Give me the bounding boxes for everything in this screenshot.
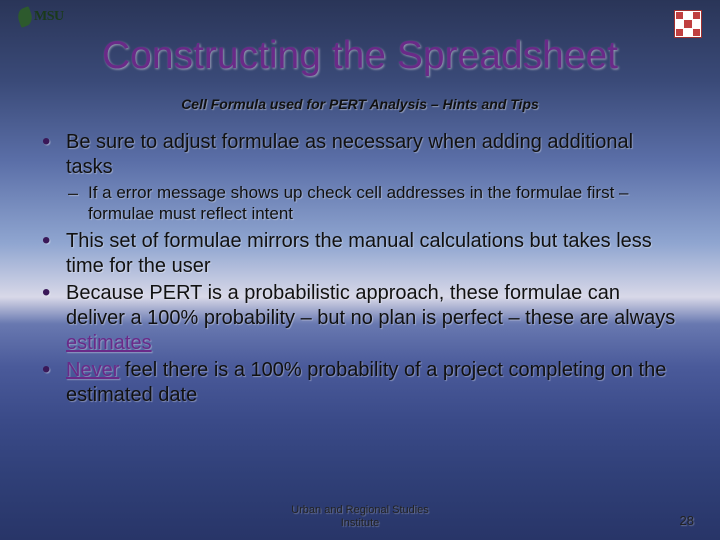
cross-pattern-icon xyxy=(674,10,702,38)
slide: MSU Constructing the Spreadsheet Cell Fo… xyxy=(0,0,720,540)
bullet-text: Be sure to adjust formulae as necessary … xyxy=(66,130,682,180)
slide-footer: Urban and Regional Studies Institute xyxy=(0,504,720,530)
page-number: 28 xyxy=(680,513,694,528)
slide-subtitle: Cell Formula used for PERT Analysis – Hi… xyxy=(30,96,690,112)
leaf-icon xyxy=(15,6,34,28)
footer-line2: Institute xyxy=(341,517,380,529)
sub-bullet-list: If a error message shows up check cell a… xyxy=(66,182,682,225)
footer-line1: Urban and Regional Studies xyxy=(291,504,429,516)
bullet-item: This set of formulae mirrors the manual … xyxy=(38,229,682,279)
bullet-text: Never feel there is a 100% probability o… xyxy=(66,358,682,408)
bullet-text: This set of formulae mirrors the manual … xyxy=(66,229,682,279)
msu-logo-text: MSU xyxy=(34,9,64,25)
bullet-item: Be sure to adjust formulae as necessary … xyxy=(38,130,682,225)
slide-content: Be sure to adjust formulae as necessary … xyxy=(30,130,690,408)
sub-bullet-text: If a error message shows up check cell a… xyxy=(66,182,682,225)
bullet-text: Because PERT is a probabilistic approach… xyxy=(66,281,682,356)
bullet-item: Because PERT is a probabilistic approach… xyxy=(38,281,682,356)
bullet-list: Be sure to adjust formulae as necessary … xyxy=(38,130,682,408)
accent-word-estimates: estimates xyxy=(66,332,152,354)
bullet-text-part: feel there is a 100% probability of a pr… xyxy=(66,359,666,406)
bullet-text-part: Because PERT is a probabilistic approach… xyxy=(66,282,675,329)
accent-word-never: Never xyxy=(66,359,119,381)
msu-logo: MSU xyxy=(18,8,64,26)
bullet-item: Never feel there is a 100% probability o… xyxy=(38,358,682,408)
slide-title: Constructing the Spreadsheet xyxy=(30,34,690,78)
